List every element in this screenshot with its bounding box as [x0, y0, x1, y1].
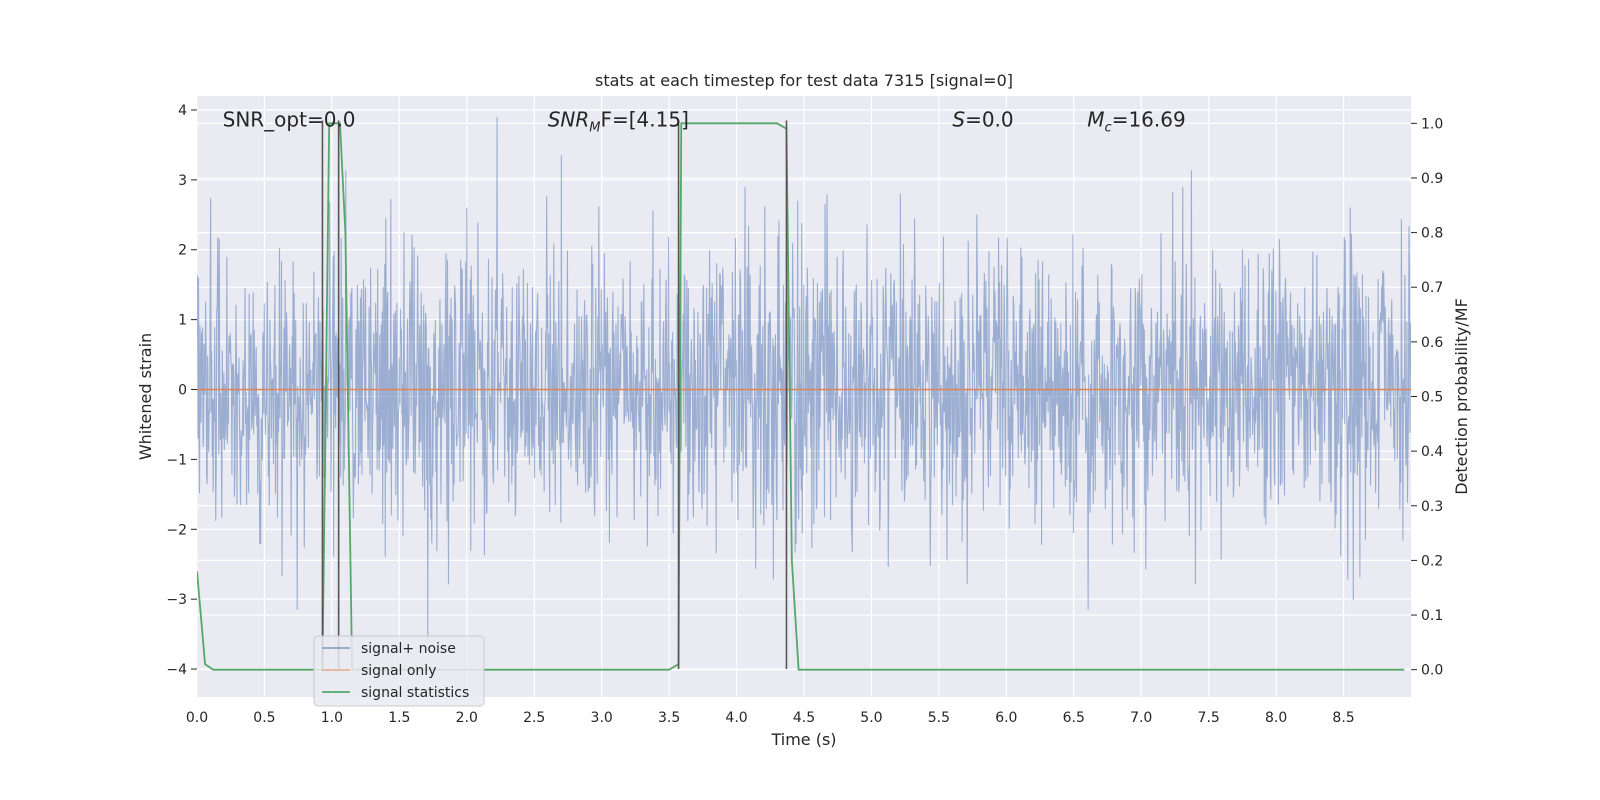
x-tick-label: 2.0 — [456, 710, 478, 726]
x-tick-label: 2.5 — [523, 710, 545, 726]
x-tick-label: 0.5 — [253, 710, 275, 726]
y2-tick-label: 0.1 — [1421, 608, 1443, 624]
x-tick-label: 7.0 — [1130, 710, 1152, 726]
y-tick-label: −2 — [166, 522, 187, 538]
y2-tick-label: 0.6 — [1421, 335, 1443, 351]
x-tick-label: 1.5 — [388, 710, 410, 726]
y2-tick-label: 1.0 — [1421, 116, 1443, 132]
x-tick-label: 0.0 — [186, 710, 208, 726]
y-axis-ticks: 4 3 2 1 0 −1 −2 −3 −4 — [166, 103, 197, 678]
legend-label: signal only — [361, 663, 436, 679]
vertical-markers — [321, 120, 788, 670]
y-tick-label: 1 — [178, 313, 187, 329]
x-tick-label: 8.5 — [1332, 710, 1354, 726]
x-tick-label: 3.0 — [591, 710, 613, 726]
x-tick-label: 5.0 — [860, 710, 882, 726]
y2-axis-label: Detection probability/MF — [1452, 298, 1471, 495]
annotation-text: SNRMF=[4.15] — [548, 107, 689, 135]
y2-tick-label: 0.8 — [1421, 226, 1443, 242]
legend-label: signal+ noise — [361, 641, 456, 657]
y-tick-label: 0 — [178, 383, 187, 399]
x-axis-ticks: 0.0 0.5 1.0 1.5 2.0 2.5 3.0 3.5 4.0 4.5 5.0 5.5 6.0 6… — [186, 710, 1355, 726]
y-tick-label: −4 — [166, 662, 187, 678]
x-tick-label: 4.0 — [725, 710, 747, 726]
x-tick-label: 8.0 — [1265, 710, 1287, 726]
x-tick-label: 4.5 — [793, 710, 815, 726]
legend-box — [313, 635, 485, 707]
annotation-text: SNR_opt=0.0 — [223, 107, 356, 131]
y2-tick-label: 0.2 — [1421, 553, 1443, 569]
x-tick-label: 7.5 — [1198, 710, 1220, 726]
annotation-text: S=0.0 — [952, 107, 1013, 131]
annotations: SNR_opt=0.0 SNRMF=[4.15] S=0.0 Mc=16.69 — [223, 107, 1186, 135]
y2-tick-label: 0.0 — [1421, 663, 1443, 679]
y-tick-label: 2 — [178, 243, 187, 259]
chart-title: stats at each timestep for test data 731… — [595, 71, 1013, 90]
x-tick-label: 6.0 — [995, 710, 1017, 726]
x-tick-label: 3.5 — [658, 710, 680, 726]
series-signal-noise-line — [197, 116, 1411, 642]
legend: signal+ noise signal only signal statistic… — [313, 635, 485, 707]
x-tick-label: 5.5 — [928, 710, 950, 726]
x-axis-label: Time (s) — [770, 730, 836, 749]
y2-tick-label: 0.7 — [1421, 280, 1443, 296]
legend-label: signal statistics — [361, 685, 469, 701]
x-tick-label: 6.5 — [1063, 710, 1085, 726]
y2-axis-ticks: 1.0 0.9 0.8 0.7 0.6 0.5 0.4 0.3 0.2 0.1 0.0 — [1411, 116, 1443, 679]
y2-tick-label: 0.3 — [1421, 499, 1443, 515]
y2-tick-label: 0.5 — [1421, 390, 1443, 406]
y-axis-label: Whitened strain — [136, 333, 155, 460]
x-tick-label: 1.0 — [321, 710, 343, 726]
y-tick-label: −1 — [166, 452, 187, 468]
annotation-text: Mc=16.69 — [1087, 107, 1185, 135]
y-tick-label: 4 — [178, 103, 187, 119]
y-tick-label: 3 — [178, 173, 187, 189]
y2-tick-label: 0.4 — [1421, 444, 1443, 460]
y-tick-label: −3 — [166, 592, 187, 608]
y2-tick-label: 0.9 — [1421, 171, 1443, 187]
